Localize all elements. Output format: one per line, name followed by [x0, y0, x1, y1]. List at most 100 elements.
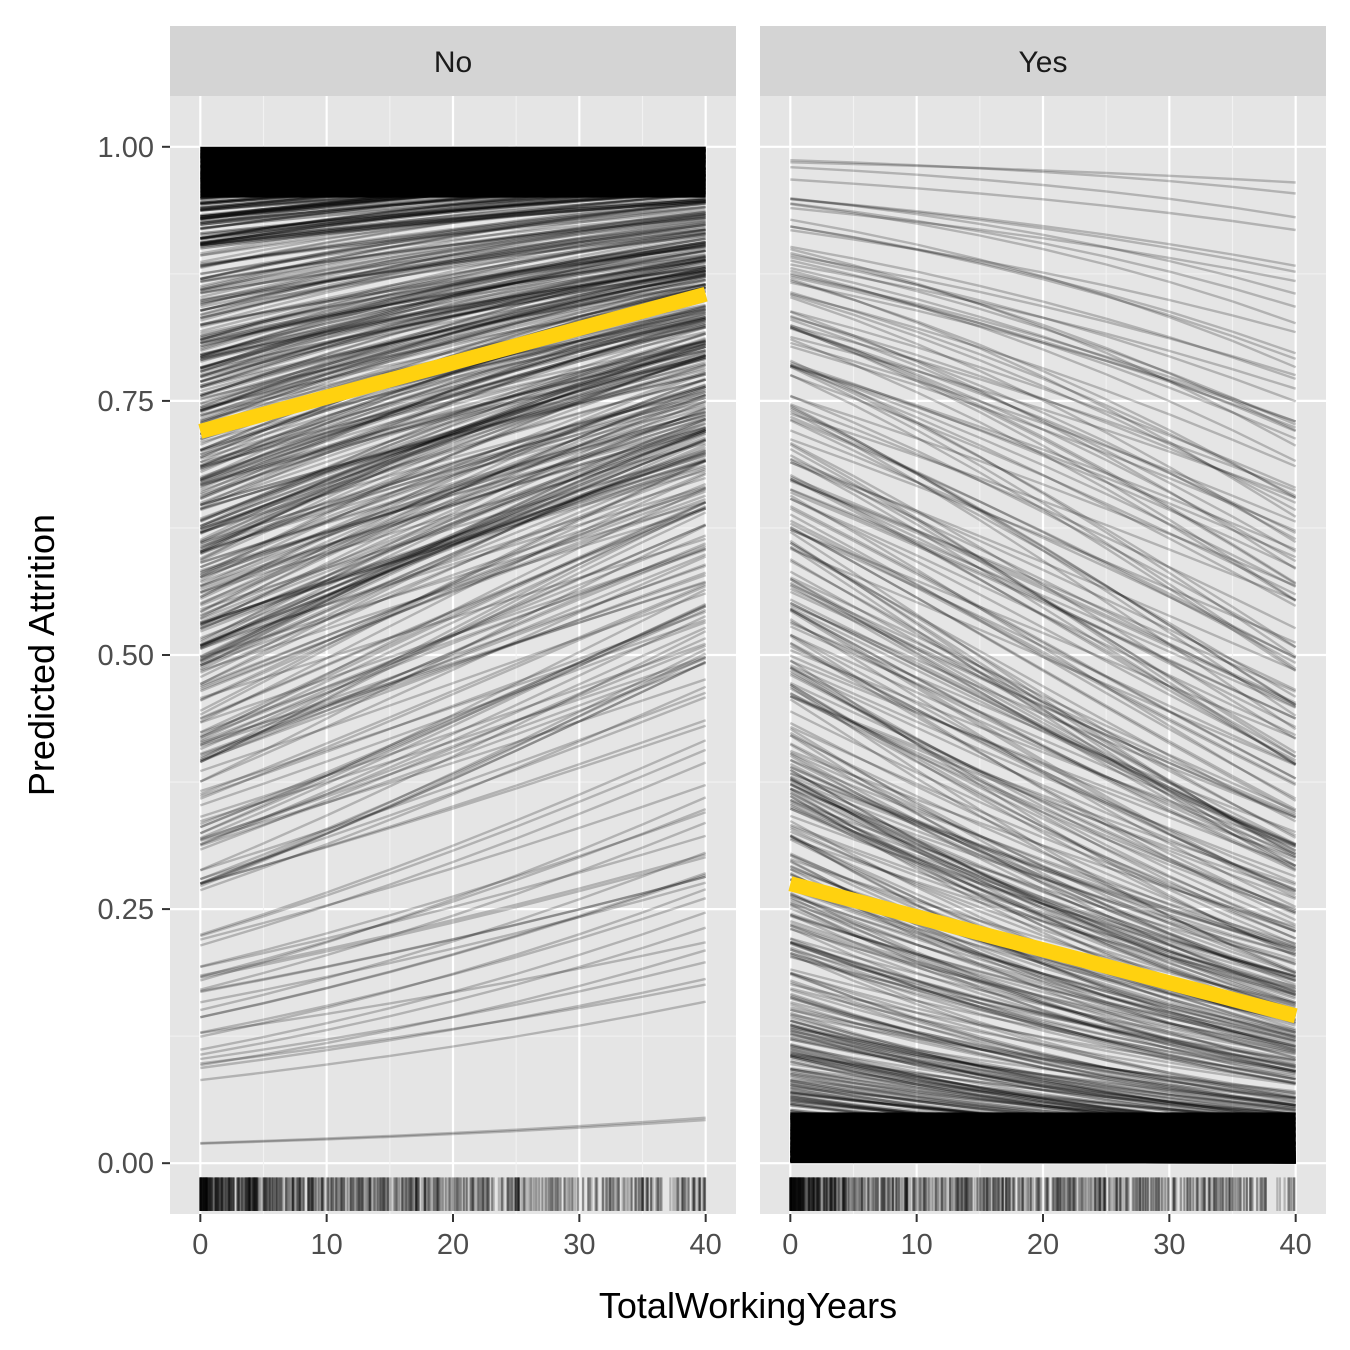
ice-curve	[789, 996, 1296, 1112]
ice-curve	[199, 506, 707, 720]
x-tick-label: 30	[563, 1229, 595, 1261]
x-tick-label: 40	[1280, 1229, 1312, 1261]
ice-curve	[199, 351, 707, 534]
ice-curve	[790, 225, 1297, 361]
ice-curve	[789, 326, 1297, 586]
ice-curve	[789, 291, 1297, 498]
ice-curve	[789, 570, 1297, 845]
ice-curve	[789, 507, 1297, 780]
ice-curve	[789, 972, 1296, 1084]
ice-curve	[789, 363, 1297, 649]
ice-curve	[199, 350, 707, 533]
rug-yes	[789, 1177, 1296, 1211]
ice-curve	[199, 685, 707, 892]
ice-curve	[199, 608, 707, 829]
ice-curve	[789, 625, 1297, 846]
ice-curve	[200, 270, 706, 373]
ice-curve	[789, 477, 1297, 758]
ice-curve	[199, 340, 707, 505]
ice-curve	[199, 266, 706, 424]
ice-curve	[789, 587, 1297, 819]
ice-curve	[199, 564, 707, 747]
ice-curve	[789, 1024, 1296, 1121]
ice-curve	[790, 275, 1297, 429]
ice-curve	[199, 260, 706, 409]
ice-curve	[200, 216, 706, 282]
ice-curve	[199, 240, 706, 371]
ice-curve	[789, 277, 1297, 518]
ice-curve	[199, 416, 707, 607]
ice-curve	[790, 202, 1297, 325]
ice-curve	[199, 426, 707, 594]
ice-curve	[200, 873, 707, 1019]
ice-curve	[789, 1028, 1296, 1121]
ice-curve	[789, 497, 1297, 762]
ice-curve	[199, 385, 707, 554]
ice-curve	[790, 266, 1297, 433]
ice-curve	[789, 405, 1297, 707]
ice-curve	[199, 383, 707, 556]
ice-curve	[789, 395, 1297, 588]
x-tick-label: 10	[901, 1229, 933, 1261]
ice-curve	[789, 1019, 1296, 1120]
ice-curve	[789, 927, 1296, 1049]
ice-curve	[789, 491, 1297, 720]
ice-curve	[789, 473, 1297, 765]
ice-curve	[789, 365, 1297, 607]
ice-curve	[789, 792, 1297, 1012]
ice-curve	[790, 1029, 1296, 1107]
ice-curve	[199, 396, 707, 618]
ice-curve	[789, 633, 1297, 856]
ice-curve	[199, 571, 707, 762]
ice-curve	[789, 743, 1297, 982]
ice-curve	[199, 258, 706, 387]
x-tick-label: 0	[782, 1229, 798, 1261]
ice-curve	[200, 213, 706, 307]
ice-curve	[199, 319, 707, 507]
ice-curve	[789, 475, 1297, 704]
ice-curve	[199, 354, 707, 520]
ice-curve	[789, 497, 1297, 737]
ice-curve	[200, 871, 707, 1019]
ice-curve	[200, 1118, 706, 1145]
ice-curve	[199, 231, 706, 341]
ice-curve	[199, 523, 707, 746]
ice-curve	[200, 949, 707, 1067]
ice-curve	[199, 419, 707, 669]
ice-curve	[199, 339, 706, 482]
ice-curve	[790, 263, 1297, 390]
ice-curve	[789, 461, 1297, 709]
ice-curve	[199, 241, 706, 357]
ice-curve	[790, 197, 1296, 267]
ice-curve	[199, 507, 707, 741]
ice-curve	[200, 246, 706, 326]
ice-curve	[199, 497, 707, 691]
ice-curve	[789, 896, 1296, 1073]
ice-curve	[200, 233, 706, 328]
ice-curve	[789, 601, 1297, 847]
ice-curve	[199, 438, 707, 665]
ice-curve	[199, 422, 707, 574]
ice-curve	[199, 719, 707, 886]
ice-curve	[200, 853, 707, 977]
ice-curve	[199, 271, 706, 421]
ice-curve	[199, 228, 706, 351]
ice-curve	[789, 888, 1296, 1022]
ice-curve	[199, 583, 707, 796]
ice-curve	[789, 734, 1297, 952]
ice-curve	[789, 608, 1297, 870]
ice-curve	[200, 213, 706, 303]
ice-curve	[199, 259, 706, 414]
ice-curve	[789, 404, 1297, 717]
ice-curve	[789, 942, 1296, 1074]
ice-curve	[789, 787, 1297, 956]
ice-curve	[789, 994, 1296, 1107]
ice-curve	[199, 356, 707, 550]
ice-curve	[199, 655, 707, 823]
ice-curve	[199, 345, 706, 496]
ice-curve	[789, 694, 1297, 886]
ice-curve	[200, 210, 706, 299]
ice-curve	[199, 275, 706, 426]
ice-curve	[199, 368, 706, 511]
